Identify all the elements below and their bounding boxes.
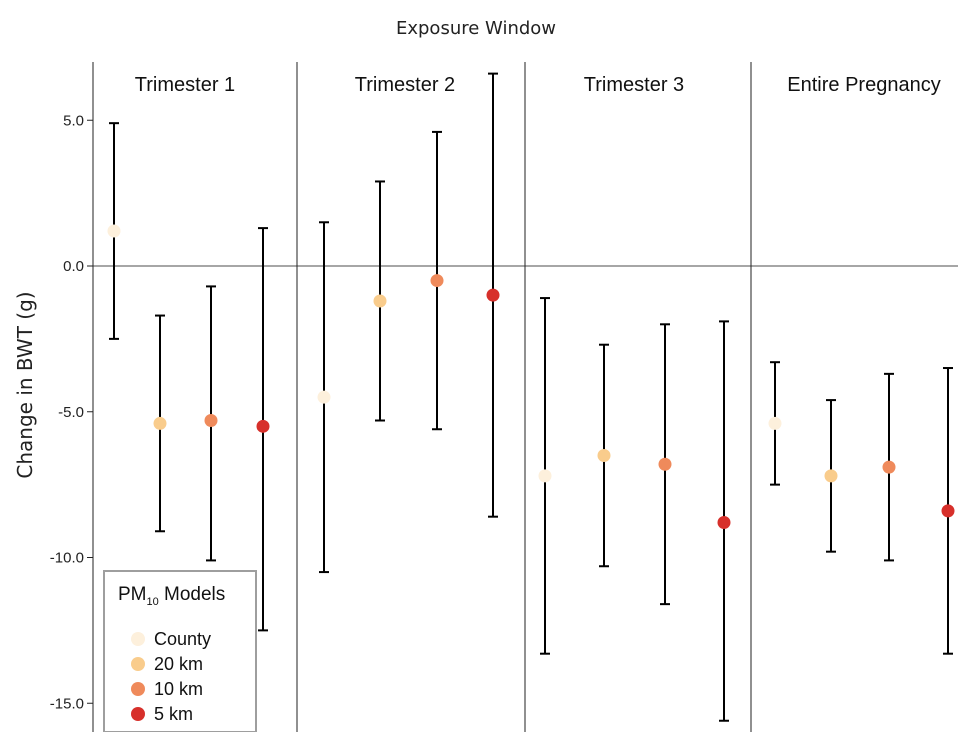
facet-title: Entire Pregnancy — [787, 74, 940, 96]
legend-box — [103, 570, 257, 732]
y-tick-label: 5.0 — [63, 112, 84, 129]
legend-marker — [131, 707, 145, 721]
data-point — [658, 457, 672, 471]
legend-label: 10 km — [154, 679, 203, 699]
y-tick-label: 0.0 — [63, 258, 84, 275]
legend-label: 5 km — [154, 704, 193, 724]
data-point — [717, 516, 731, 530]
data-point — [768, 416, 782, 430]
data-point — [430, 274, 444, 288]
data-point — [824, 469, 838, 483]
data-point — [538, 469, 552, 483]
legend-marker — [131, 682, 145, 696]
legend-marker — [131, 657, 145, 671]
y-axis-title: Change in BWT (g) — [13, 291, 37, 478]
data-point — [107, 224, 121, 238]
data-point — [317, 390, 331, 404]
facet-title: Trimester 1 — [135, 74, 235, 96]
data-point — [486, 288, 500, 302]
facet-title: Trimester 3 — [584, 74, 684, 96]
y-tick-label: -15.0 — [50, 695, 84, 712]
data-point — [941, 504, 955, 518]
data-point — [597, 448, 611, 462]
legend-label: County — [154, 629, 211, 649]
facet-title: Trimester 2 — [355, 74, 455, 96]
y-tick-label: -10.0 — [50, 550, 84, 567]
data-point — [882, 460, 896, 474]
data-point — [256, 419, 270, 433]
legend-marker — [131, 632, 145, 646]
y-tick-label: -5.0 — [58, 404, 84, 421]
data-point — [373, 294, 387, 308]
data-point — [153, 416, 167, 430]
chart-title: Exposure Window — [396, 18, 556, 39]
data-point — [204, 413, 218, 427]
legend-label: 20 km — [154, 654, 203, 674]
legend-title: PM10 Models — [118, 584, 225, 608]
